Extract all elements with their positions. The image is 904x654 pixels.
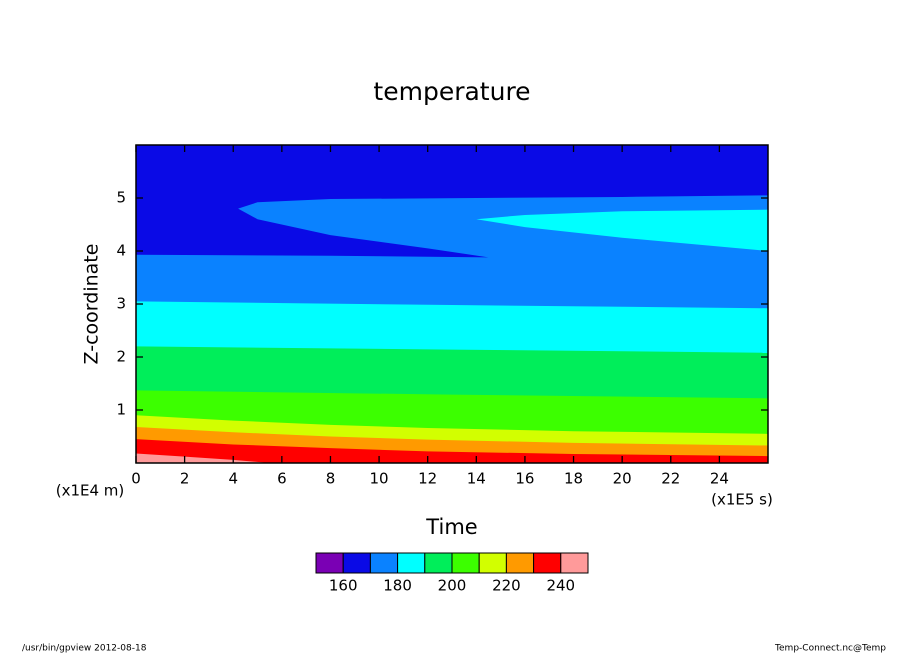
colorbar-tick-label: 180 (383, 577, 412, 595)
colorbar-cell (505, 552, 535, 574)
y-axis-label: Z-coordinate (81, 244, 103, 365)
colorbar-cell (315, 552, 344, 574)
y-tick-label: 1 (116, 401, 126, 419)
x-tick-label: 2 (180, 470, 190, 488)
x-tick-label: 12 (418, 470, 437, 488)
x-tick-label: 0 (131, 470, 141, 488)
y-tick-label: 2 (116, 348, 126, 366)
contour-fill (136, 453, 270, 463)
contour-fill (136, 439, 768, 463)
chart-title: temperature (373, 77, 530, 106)
y-tick-label: 5 (116, 189, 126, 207)
colorbar-cell (533, 552, 562, 574)
x-tick-label: 14 (467, 470, 486, 488)
x-tick-label: 20 (613, 470, 632, 488)
colorbar-cell (369, 552, 399, 574)
colorbar-tick-label: 160 (329, 577, 358, 595)
x-tick-label: 24 (710, 470, 729, 488)
x-tick-label: 16 (515, 470, 534, 488)
colorbar-tick-label: 240 (546, 577, 575, 595)
x-unit: (x1E5 s) (711, 491, 773, 509)
footer-left: /usr/bin/gpview 2012-08-18 (22, 644, 147, 654)
colorbar-cell (424, 552, 453, 574)
x-tick-label: 4 (228, 470, 238, 488)
x-tick-label: 10 (370, 470, 389, 488)
x-tick-label: 18 (564, 470, 583, 488)
colorbar-cell (560, 552, 589, 574)
colorbar-tick-label: 200 (438, 577, 467, 595)
colorbar-cell (451, 552, 480, 574)
x-tick-label: 6 (277, 470, 287, 488)
x-axis-label: Time (425, 515, 477, 539)
x-tick-label: 8 (326, 470, 336, 488)
y-tick-label: 3 (116, 295, 126, 313)
x-tick-label: 22 (661, 470, 680, 488)
colorbar-tick-label: 220 (492, 577, 521, 595)
colorbar-cell (397, 552, 426, 574)
contour-fill (476, 209, 768, 251)
colorbar-cell (342, 552, 371, 574)
footer-right: Temp-Connect.nc@Temp (774, 644, 886, 654)
colorbar-cell (478, 552, 507, 574)
y-tick-label: 4 (116, 242, 126, 260)
y-unit: (x1E4 m) (56, 482, 125, 500)
